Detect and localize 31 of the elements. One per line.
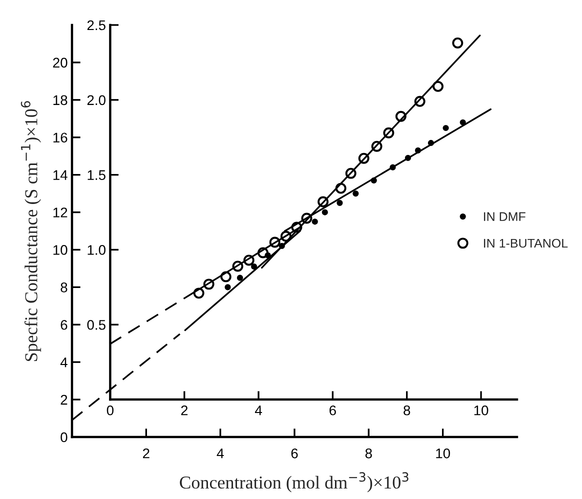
y-tick-label: 18 [53,95,68,106]
y-tick-label: 2 [60,394,68,405]
x2-tick-label: 0 [106,405,114,416]
legend-label: IN DMF [484,212,526,221]
y2-tick-label: 1.5 [88,170,106,180]
x-tick-label: 8 [365,448,372,458]
y-tick-label: 0 [60,432,68,442]
y-axis-title: Specfic Conductance (S cm$^{−1}$)×10$^{6}$ [20,101,42,361]
y2-tick-label: 2.5 [87,20,106,30]
y-tick-label: 4 [60,358,68,368]
x2-tick-label: 8 [404,405,410,416]
y-tick-label: 16 [53,132,68,143]
y-tick-label: 20 [53,58,68,68]
x-tick-label: 10 [436,448,450,458]
x2-tick-label: 10 [474,405,488,416]
x-tick-label: 6 [291,448,298,458]
y-tick-label: 12 [53,208,68,218]
x2-tick-label: 6 [330,405,336,416]
x2-tick-label: 2 [181,405,188,416]
y2-tick-label: 2.0 [87,95,106,106]
legend-label: IN 1-BUTANOL [484,238,568,248]
y-tick-label: 10 [53,245,68,255]
y2-tick-label: 0.5 [87,320,106,330]
y-tick-label: 14 [53,170,68,180]
x-tick-label: 4 [216,448,224,458]
x-tick-label: 2 [143,448,150,458]
x2-tick-label: 4 [254,406,262,416]
y-tick-label: 8 [60,282,68,292]
y2-tick-label: 1.0 [88,245,106,255]
y-tick-label: 6 [60,320,68,330]
x-axis-title: Concentration (mol dm$^{−3}$)×10$^{3}$ [180,472,408,492]
